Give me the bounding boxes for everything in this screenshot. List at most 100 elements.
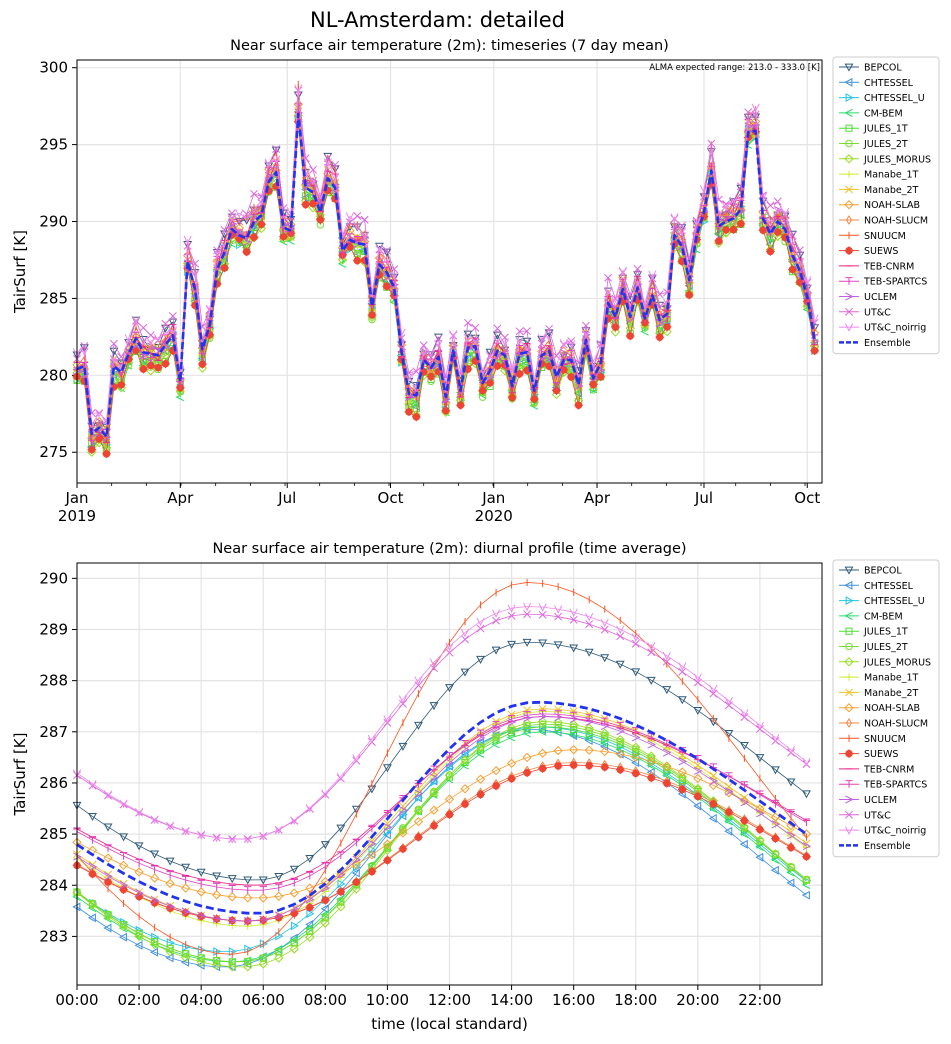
data-point (412, 390, 422, 399)
data-point (744, 108, 753, 117)
legend-entry: Manabe_2T (839, 688, 919, 699)
data-point (585, 729, 593, 737)
data-point (773, 205, 783, 215)
legend-marker (845, 596, 854, 606)
series-Ensemble (76, 112, 816, 439)
legend-entry: TEB-SPARTCS (839, 780, 927, 791)
data-point (419, 348, 428, 357)
data-point (500, 338, 509, 347)
data-point (135, 888, 144, 898)
data-point (600, 728, 610, 738)
data-point (150, 896, 160, 905)
data-point (227, 962, 237, 972)
data-point (414, 789, 424, 798)
data-point (755, 721, 764, 731)
y-tick-label: 287 (39, 723, 68, 741)
x-tick-label: Jan (64, 489, 88, 507)
data-point (553, 745, 563, 756)
data-point (539, 723, 547, 731)
data-point (289, 888, 299, 898)
data-point (360, 233, 370, 242)
data-point (715, 226, 723, 234)
data-point (662, 748, 672, 757)
data-point (771, 834, 780, 843)
data-point (146, 342, 156, 351)
data-point (338, 251, 347, 260)
data-point (196, 887, 206, 897)
data-point (80, 342, 89, 350)
data-point (151, 865, 159, 874)
legend-label: UT&C (864, 810, 891, 821)
data-point (320, 904, 329, 914)
data-point (258, 876, 268, 885)
data-point (274, 891, 284, 901)
data-point (471, 336, 480, 346)
data-point (610, 327, 621, 337)
data-point (119, 851, 128, 860)
data-point (190, 269, 200, 279)
data-point (476, 733, 486, 743)
data-point (670, 213, 679, 222)
data-point (212, 256, 222, 267)
legend-entry: SUEWS (839, 246, 898, 257)
data-point (616, 632, 625, 641)
y-tick-label: 290 (39, 213, 68, 231)
data-point (740, 709, 749, 718)
data-point (756, 809, 765, 818)
data-point (351, 868, 360, 878)
data-point (360, 231, 369, 241)
data-point (771, 799, 780, 808)
data-point (103, 923, 112, 933)
data-point (399, 806, 408, 815)
data-point (398, 828, 408, 838)
data-point (183, 235, 192, 245)
figure-suptitle: NL-Amsterdam: detailed (309, 8, 565, 32)
y-tick-label: 285 (39, 825, 68, 843)
data-point (567, 339, 576, 349)
data-point (259, 886, 267, 894)
data-point (445, 642, 454, 652)
data-point (574, 400, 583, 410)
data-point (445, 684, 454, 693)
data-point (786, 843, 796, 852)
y-tick-label: 295 (39, 136, 68, 154)
data-point (150, 815, 159, 824)
data-point (414, 721, 423, 730)
data-point (677, 227, 686, 236)
data-point (259, 832, 268, 841)
data-point (568, 745, 579, 755)
data-point (353, 222, 362, 231)
data-point (88, 780, 97, 789)
legend-entry: NOAH-SLAB (839, 703, 920, 714)
data-point (274, 945, 283, 954)
data-point (196, 957, 206, 967)
data-point (305, 855, 315, 864)
x-tick-year-label: 2019 (58, 507, 96, 525)
data-point (773, 231, 783, 242)
diurnal-profile-panel: Near surface air temperature (2m): diurn… (11, 541, 940, 1033)
legend-marker (845, 718, 853, 728)
data-point (709, 684, 718, 694)
data-point (786, 745, 796, 755)
series-line (76, 112, 816, 439)
data-point (243, 957, 252, 966)
data-point (475, 741, 486, 752)
data-point (693, 801, 702, 811)
data-point (182, 875, 190, 884)
data-point (725, 772, 733, 780)
data-point (771, 820, 781, 829)
data-point (181, 957, 190, 967)
data-point (615, 734, 625, 745)
data-point (647, 648, 656, 657)
series-JULES_MORUS (72, 716, 812, 972)
series-SUEWS (72, 760, 811, 926)
legend-label: BEPCOL (864, 63, 902, 74)
data-point (538, 712, 548, 721)
data-point (515, 369, 524, 379)
data-point (320, 841, 330, 850)
data-point (729, 225, 738, 234)
x-tick-label: Jul (277, 489, 296, 507)
y-tick-label: 284 (39, 876, 68, 894)
data-point (604, 287, 613, 296)
x-tick-label: 18:00 (614, 991, 657, 1009)
